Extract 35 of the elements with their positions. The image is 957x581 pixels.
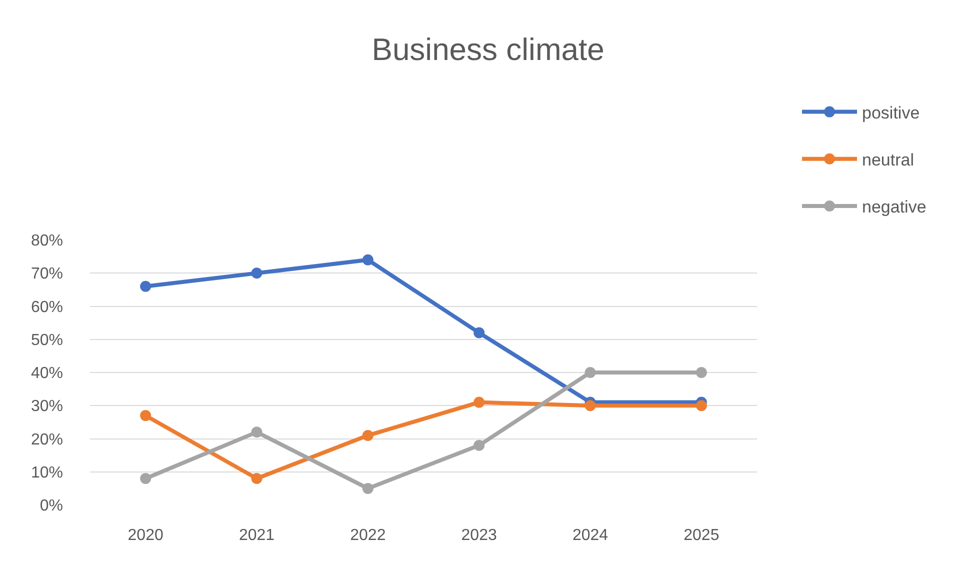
x-tick-label: 2020	[128, 527, 164, 544]
point	[584, 367, 596, 378]
legend-label: neutral	[862, 150, 914, 170]
point	[140, 410, 152, 422]
point	[696, 367, 707, 378]
x-tick-label: 2022	[350, 527, 386, 544]
point	[362, 482, 374, 494]
point	[140, 280, 152, 292]
point	[584, 400, 596, 412]
y-tick-label: 60%	[30, 298, 63, 316]
point	[474, 440, 485, 451]
x-tick-label: 2025	[684, 527, 720, 544]
point	[474, 327, 485, 338]
y-tick-label: 10%	[30, 464, 63, 482]
x-tick-label: 2021	[238, 527, 275, 544]
y-tick-label: 50%	[30, 332, 63, 349]
y-tick-label: 20%	[30, 431, 63, 448]
point	[362, 254, 374, 266]
point	[362, 430, 374, 441]
x-tick-label: 2024	[572, 527, 608, 544]
point	[474, 396, 485, 408]
point	[251, 268, 262, 279]
point	[696, 400, 707, 412]
legend-label: positive	[862, 103, 920, 122]
y-tick-label: 40%	[30, 365, 63, 382]
x-tick-label: 2023	[461, 527, 497, 544]
legend-label: negative	[862, 198, 926, 217]
y-tick-label: 80%	[30, 232, 63, 250]
chart-title: Business climate	[372, 32, 604, 67]
point	[140, 473, 152, 484]
point	[251, 473, 262, 484]
y-tick-label: 0%	[40, 498, 63, 515]
y-tick-label: 30%	[30, 398, 63, 416]
point	[251, 426, 262, 438]
y-tick-label: 70%	[30, 266, 63, 283]
